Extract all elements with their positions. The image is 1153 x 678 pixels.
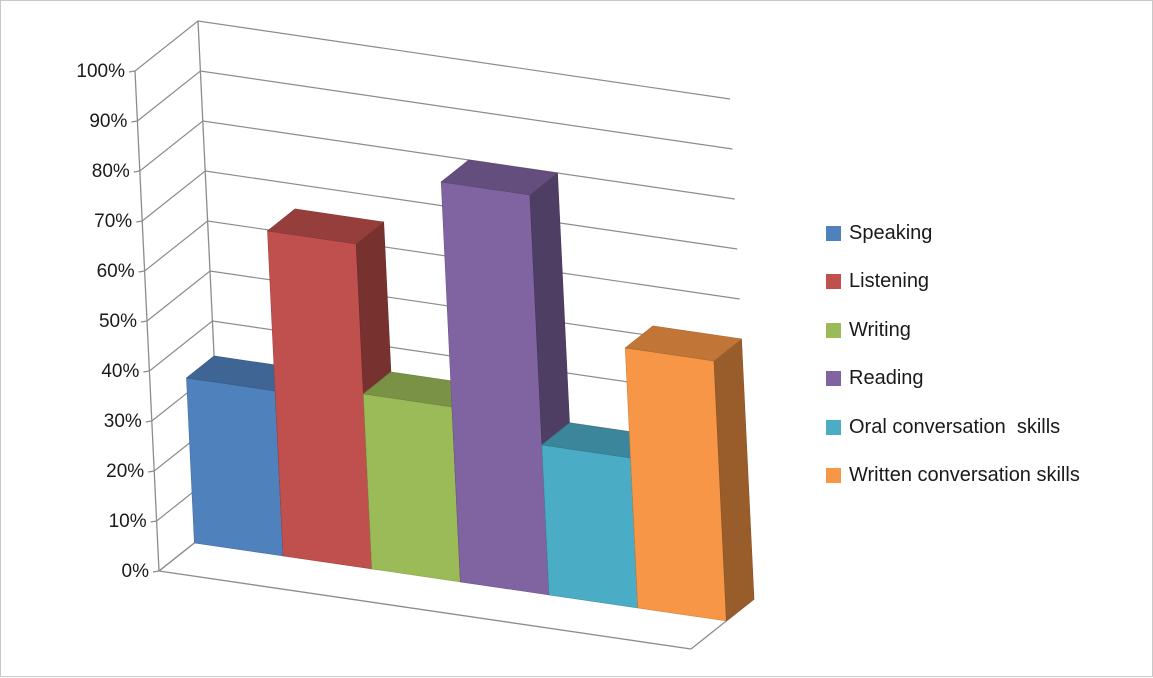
y-tick-label: 90% — [89, 111, 127, 132]
legend-label: Reading — [849, 367, 924, 390]
y-tick-label: 20% — [106, 461, 144, 482]
gridline — [139, 120, 735, 200]
y-tick-label: 80% — [92, 161, 130, 182]
bar-top-face — [266, 208, 385, 245]
y-tick-label: 0% — [122, 561, 150, 582]
bar-top-face — [440, 159, 559, 196]
bar-front-face — [624, 347, 727, 622]
legend: Speaking Listening Writing Reading Oral conv… — [826, 209, 1080, 500]
legend-label: Writing — [849, 318, 911, 341]
y-tick-mark — [145, 420, 152, 423]
y-tick-mark — [131, 120, 138, 123]
legend-label: Speaking — [849, 221, 933, 244]
y-tick-mark — [133, 170, 140, 173]
y-tick-mark — [143, 370, 150, 373]
legend-item: Written conversation skills — [826, 452, 1080, 501]
y-tick-label: 70% — [94, 211, 132, 232]
y-tick-mark — [136, 220, 143, 223]
bar-written-conversation-skills — [624, 325, 755, 622]
legend-swatch — [826, 371, 841, 387]
gridline — [141, 170, 738, 250]
y-axis-tick-labels: 0% 10% 20% 30% 40% 50% 60% 70% 80% 90% 100% — [76, 61, 149, 582]
bar-front-face — [267, 230, 373, 570]
y-tick-mark — [152, 570, 160, 573]
legend-swatch — [826, 225, 841, 241]
legend-item: Oral conversation skills — [826, 403, 1080, 452]
y-tick-mark — [128, 70, 136, 73]
y-tick-mark — [138, 270, 145, 273]
legend-item: Listening — [826, 258, 1080, 307]
gridline — [137, 70, 733, 150]
y-tick-label: 50% — [99, 311, 137, 332]
legend-item: Speaking — [826, 209, 1080, 258]
gridline — [134, 20, 731, 100]
bar-front-face — [363, 393, 461, 583]
bar-front-face — [541, 444, 639, 609]
y-tick-mark — [150, 520, 157, 523]
y-tick-mark — [140, 320, 148, 323]
y-tick-label: 60% — [97, 261, 135, 282]
y-tick-label: 30% — [104, 411, 142, 432]
bar-top-face — [624, 325, 743, 362]
bars — [185, 159, 755, 622]
y-tick-label: 100% — [76, 61, 125, 82]
y-tick-label: 10% — [109, 511, 147, 532]
bar-front-face — [186, 377, 284, 557]
legend-label: Oral conversation skills — [849, 415, 1061, 438]
legend-swatch — [826, 419, 841, 435]
legend-swatch — [826, 468, 841, 484]
legend-label: Written conversation skills — [849, 464, 1080, 487]
gridline — [144, 220, 740, 300]
y-tick-label: 40% — [101, 361, 139, 382]
legend-swatch — [826, 322, 841, 338]
floor-front-edge — [158, 570, 692, 650]
y-tick-mark — [148, 470, 155, 473]
legend-item: Writing — [826, 306, 1080, 355]
legend-label: Listening — [849, 270, 930, 293]
legend-swatch — [826, 274, 841, 290]
legend-item: Reading — [826, 355, 1080, 404]
